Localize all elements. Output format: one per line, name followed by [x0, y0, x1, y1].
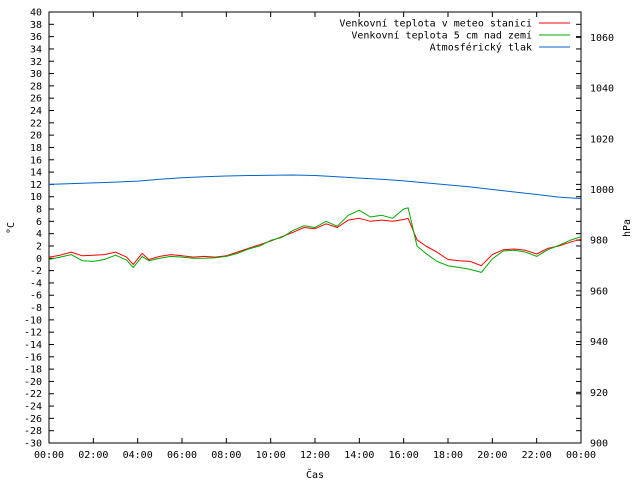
left-tick-label: -28: [24, 426, 42, 437]
series-layer: [48, 174, 582, 273]
left-tick-label: 30: [30, 69, 42, 80]
left-tick-label: 8: [36, 205, 42, 216]
x-tick-label: 04:00: [123, 450, 153, 461]
series-line-1: [48, 217, 582, 267]
left-tick-label: -26: [24, 414, 42, 425]
right-tick-label: 900: [590, 439, 608, 450]
left-tick-label: 28: [30, 81, 42, 92]
left-tick-label: 36: [30, 32, 42, 43]
left-tick-label: -10: [24, 315, 42, 326]
left-tick-label: 14: [30, 168, 42, 179]
left-tick-label: 40: [30, 8, 42, 19]
legend-label-1: Venkovní teplota v meteo stanici: [339, 18, 532, 30]
x-tick-label: 14:00: [344, 450, 374, 461]
right-tick-label: 1060: [590, 33, 614, 44]
left-tick-label: -20: [24, 377, 42, 388]
left-tick-label: 18: [30, 143, 42, 154]
left-tick-label: 12: [30, 180, 42, 191]
right-axis: 900 920 940 960 980 1000 1020 1040 1060: [576, 33, 614, 450]
x-tick-label: 16:00: [389, 450, 419, 461]
right-tick-label: 980: [590, 236, 608, 247]
left-tick-label: -24: [24, 402, 42, 413]
left-tick-label: 2: [36, 241, 42, 252]
right-tick-label: 960: [590, 286, 608, 297]
left-tick-label: -22: [24, 389, 42, 400]
left-tick-label: 32: [30, 57, 42, 68]
left-tick-label: -30: [24, 439, 42, 450]
left-axis: -30-28-26-24-22-20-18-16-14-12-10-8-6-4-…: [24, 8, 581, 450]
right-tick-label: 940: [590, 337, 608, 348]
legend: Venkovní teplota v meteo staniciVenkovní…: [339, 18, 570, 54]
left-tick-label: -6: [30, 291, 42, 302]
x-tick-label: 20:00: [477, 450, 507, 461]
left-tick-label: -12: [24, 328, 42, 339]
x-tick-label: 08:00: [211, 450, 241, 461]
left-tick-label: 20: [30, 131, 42, 142]
left-tick-label: -4: [30, 278, 42, 289]
right-tick-label: 1040: [590, 84, 614, 95]
left-tick-label: 26: [30, 94, 42, 105]
left-tick-label: 24: [30, 106, 42, 117]
x-tick-label: 02:00: [78, 450, 108, 461]
right-tick-label: 1000: [590, 185, 614, 196]
left-tick-label: 38: [30, 20, 42, 31]
left-tick-label: -8: [30, 303, 42, 314]
y-axis-label-left: °C: [6, 222, 17, 234]
left-tick-label: 4: [36, 229, 42, 240]
left-tick-label: -16: [24, 352, 42, 363]
left-tick-label: 10: [30, 192, 42, 203]
x-tick-label: 22:00: [522, 450, 552, 461]
left-tick-label: 0: [36, 254, 42, 265]
x-tick-label: 12:00: [300, 450, 330, 461]
x-tick-label: 18:00: [433, 450, 463, 461]
left-tick-label: 22: [30, 118, 42, 129]
left-tick-label: 16: [30, 155, 42, 166]
left-tick-label: 6: [36, 217, 42, 228]
legend-label-3: Atmosférický tlak: [430, 42, 532, 54]
left-tick-label: -18: [24, 365, 42, 376]
x-tick-label: 00:00: [34, 450, 64, 461]
x-tick-label: 06:00: [167, 450, 197, 461]
y-axis-label-right: hPa: [622, 219, 633, 237]
left-tick-label: -14: [24, 340, 42, 351]
right-tick-label: 920: [590, 388, 608, 399]
legend-label-2: Venkovní teplota 5 cm nad zemí: [351, 30, 532, 42]
x-axis: 00:00 02:00 04:00 06:00 08:00 10:00 12:00 14:00…: [34, 12, 596, 461]
x-tick-label: 10:00: [256, 450, 286, 461]
right-tick-label: 1020: [590, 134, 614, 145]
x-axis-label: Čas: [306, 468, 324, 480]
series-line-2: [48, 207, 582, 273]
left-tick-label: -2: [30, 266, 42, 277]
series-line-3: [48, 174, 582, 200]
x-tick-label: 00:00: [566, 450, 596, 461]
left-tick-label: 34: [30, 44, 42, 55]
